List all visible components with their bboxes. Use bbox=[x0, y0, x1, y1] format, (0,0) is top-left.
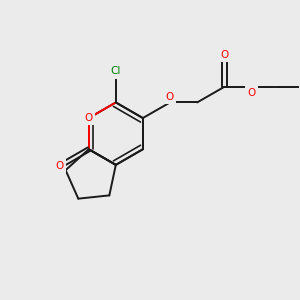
Text: O: O bbox=[56, 161, 64, 171]
Text: O: O bbox=[85, 113, 93, 123]
Text: Cl: Cl bbox=[111, 67, 121, 76]
Text: O: O bbox=[56, 161, 64, 171]
Text: O: O bbox=[247, 88, 256, 98]
Text: O: O bbox=[247, 88, 256, 98]
Text: O: O bbox=[166, 92, 174, 102]
Text: O: O bbox=[85, 113, 93, 123]
Text: Cl: Cl bbox=[111, 67, 121, 76]
Text: O: O bbox=[220, 50, 228, 60]
Text: O: O bbox=[220, 50, 228, 60]
Text: O: O bbox=[56, 161, 64, 171]
Text: O: O bbox=[166, 92, 174, 102]
